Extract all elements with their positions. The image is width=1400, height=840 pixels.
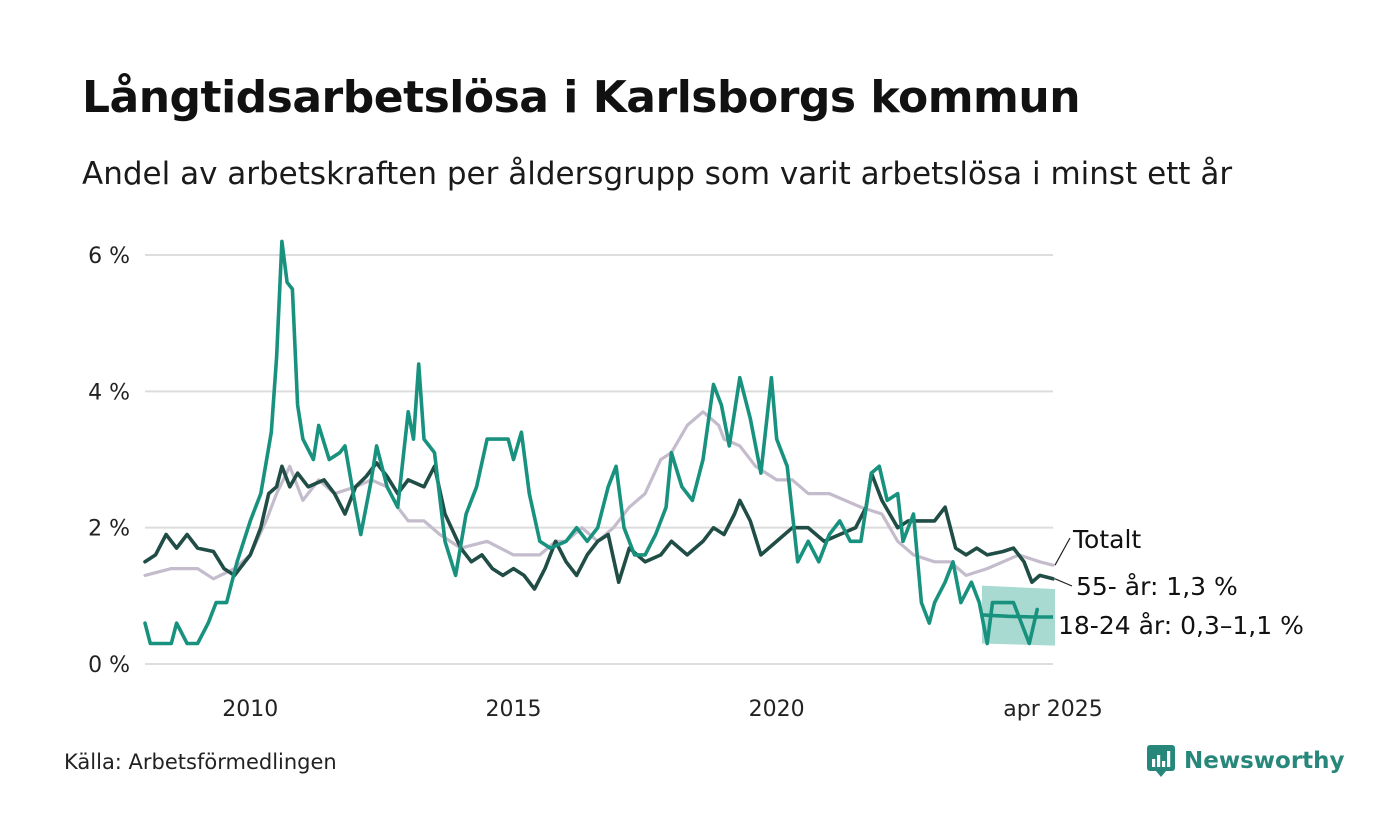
chart-title: Långtidsarbetslösa i Karlsborgs kommun [82,72,1081,123]
y-tick-label: 0 % [88,653,130,678]
newsworthy-icon [1146,744,1176,778]
series-labels: Totalt 55- år: 1,3 % 18-24 år: 0,3–1,1 % [1054,525,1304,640]
label-connector [1054,578,1073,587]
series-line-age18_24 [143,239,1039,646]
brand-logo[interactable]: Newsworthy [1146,744,1345,778]
source-note: Källa: Arbetsförmedlingen [64,750,337,774]
gridlines [145,254,1053,665]
y-tick-label: 4 % [88,380,130,405]
series-line-age55 [143,461,1055,591]
series-lines [143,239,1055,646]
axis-labels: 0 % 2 % 4 % 6 % 2010 2015 2020 apr 2025 [88,244,1103,722]
series-label: Totalt [1072,525,1141,554]
forecast-line [981,613,1053,619]
series-label: 55- år: 1,3 % [1076,572,1238,601]
x-tick-label: apr 2025 [1003,697,1102,722]
x-tick-label: 2020 [749,697,805,722]
brand-name: Newsworthy [1184,748,1345,774]
label-connector [1054,537,1071,566]
y-tick-label: 2 % [88,517,130,542]
series-label: 18-24 år: 0,3–1,1 % [1058,611,1304,640]
chart-subtitle: Andel av arbetskraften per åldersgrupp s… [82,156,1233,192]
x-tick-label: 2010 [222,697,278,722]
x-tick-label: 2015 [485,697,541,722]
y-tick-label: 6 % [88,244,130,269]
